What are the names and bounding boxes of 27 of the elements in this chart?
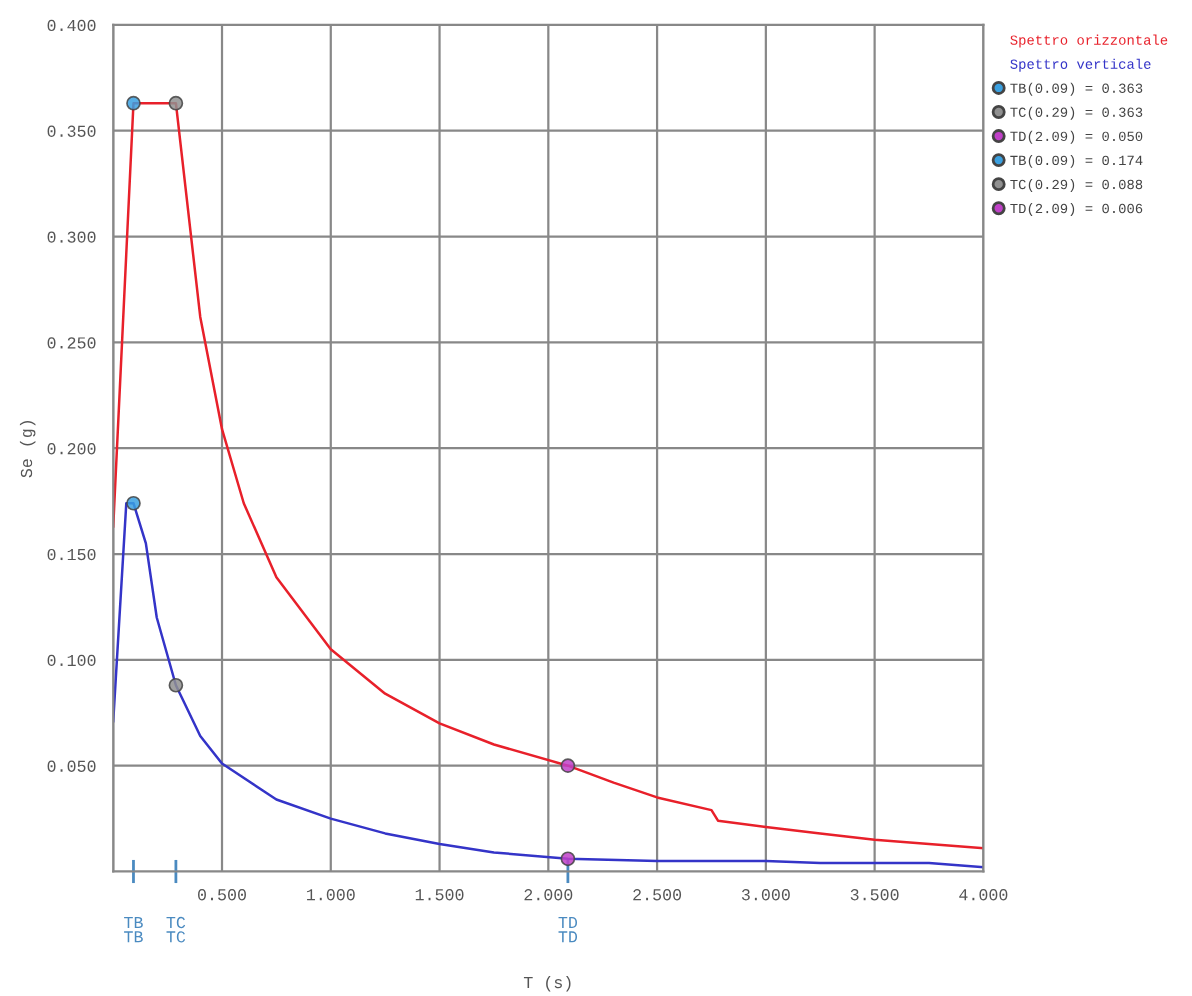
x-axis-title: T (s) [523, 975, 571, 992]
point [126, 495, 141, 511]
point [168, 95, 184, 111]
x-tick-label: 1.500 [415, 889, 464, 901]
point [560, 851, 576, 867]
y-tick-label: 0.050 [47, 760, 96, 772]
y-tick-label: 0.150 [47, 548, 96, 561]
y-axis-title: Se (g) [19, 421, 36, 478]
y-tick-label: 0.350 [47, 125, 96, 137]
x-tick-label: 1.000 [306, 889, 355, 901]
text: TC TC [166, 916, 186, 943]
y-tick-label: 0.100 [47, 654, 96, 667]
y-tick-label: 0.400 [47, 19, 96, 32]
x-tick-label: 3.500 [850, 889, 899, 901]
text: TD TD [558, 917, 578, 943]
point [168, 677, 184, 693]
point [560, 758, 576, 774]
x-tick-label: 2.000 [524, 889, 573, 901]
x-tick-label: 2.500 [633, 889, 682, 901]
y-tick-label: 0.300 [47, 231, 96, 243]
y-tick-label: 0.200 [47, 443, 96, 455]
x-tick-label: 0.500 [198, 889, 246, 901]
point [126, 95, 141, 111]
x-tick-label: 4.000 [959, 889, 1008, 901]
y-tick-label: 0.250 [47, 337, 96, 349]
x-tick-label: 3.000 [741, 889, 790, 901]
text: TB TB [124, 917, 143, 943]
